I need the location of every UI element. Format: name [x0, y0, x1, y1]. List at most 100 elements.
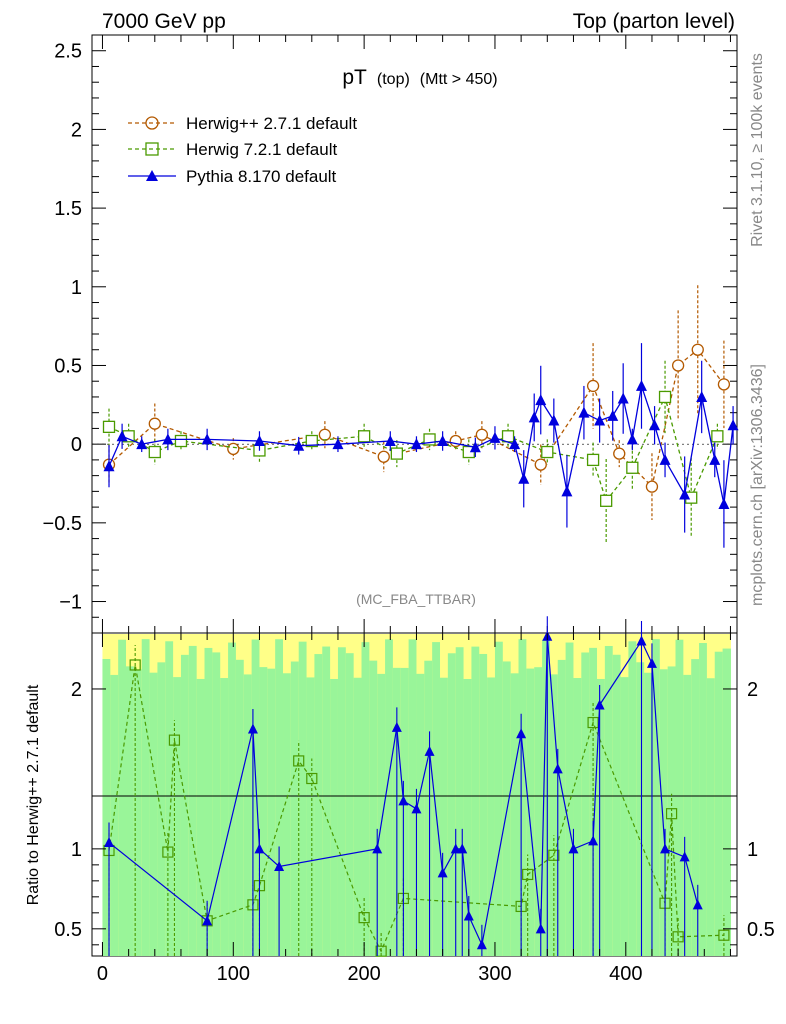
- green-band: [180, 654, 190, 956]
- green-band: [165, 641, 174, 956]
- green-band: [581, 652, 590, 956]
- green-band: [126, 666, 135, 956]
- green-band: [228, 642, 237, 956]
- ratio-point-pythia: [535, 923, 546, 934]
- data-point-pythia: [437, 435, 449, 447]
- x-tick-label: 0: [97, 963, 108, 985]
- data-point-pythia: [162, 433, 174, 445]
- green-band: [604, 645, 614, 956]
- ratio-point-pythia: [476, 939, 487, 950]
- green-band: [322, 646, 331, 956]
- x-tick-label: 100: [217, 963, 250, 985]
- ratio-point-pythia: [594, 699, 605, 710]
- ratio-point-pythia: [588, 835, 599, 846]
- ratio-point-pythia: [636, 635, 647, 646]
- green-band: [714, 651, 724, 956]
- green-band: [220, 678, 229, 956]
- data-point-pythia: [626, 433, 638, 445]
- data-point-herwigpp: [227, 442, 240, 456]
- data-point-pythia: [696, 390, 708, 402]
- green-band: [597, 678, 606, 956]
- ratio-point-pythia: [679, 851, 690, 862]
- ratio-point-herwig7: [718, 929, 730, 941]
- series-line-pythia: [108, 385, 734, 505]
- main-y-tick-label: 1.5: [54, 198, 82, 220]
- green-band: [275, 639, 284, 956]
- green-band: [173, 677, 182, 956]
- green-band: [118, 639, 127, 956]
- green-band: [628, 641, 637, 956]
- x-tick-label: 200: [347, 963, 380, 985]
- data-point-pythia: [709, 453, 721, 465]
- data-point-herwig7: [711, 430, 724, 443]
- ratio-panel: 0.5 0.5 1 1 2 2 0 100 200 300 400 Ratio to Herwig…: [25, 616, 775, 985]
- data-point-pythia: [136, 438, 148, 450]
- data-point-pythia: [635, 379, 647, 391]
- ratio-point-herwig7: [548, 849, 560, 861]
- green-band: [377, 673, 386, 956]
- data-point-pythia: [384, 435, 396, 447]
- plot-title: pT (top) (Mtt > 450): [342, 66, 497, 89]
- green-band: [557, 659, 567, 956]
- data-point-herwigpp: [377, 450, 390, 463]
- legend-label-herwig7: Herwig 7.2.1 default: [186, 140, 337, 159]
- series-herwig7: [102, 360, 724, 543]
- data-point-pythia: [718, 497, 730, 509]
- ratio-point-herwig7: [522, 868, 534, 881]
- data-point-pythia: [561, 485, 573, 497]
- green-band: [369, 660, 378, 956]
- ratio-y-tick-label-right: 2: [747, 679, 758, 701]
- ratio-point-pythia: [457, 843, 468, 854]
- ratio-point-pythia: [552, 763, 563, 774]
- legend-label-herwigpp: Herwig++ 2.7.1 default: [186, 114, 357, 133]
- main-y-tick-label: −1: [59, 592, 82, 614]
- green-band: [345, 653, 355, 956]
- green-band: [518, 639, 527, 956]
- ratio-point-pythia: [516, 728, 527, 739]
- process-label: Top (parton level): [573, 10, 735, 33]
- data-point-herwig7: [102, 420, 116, 433]
- ratio-point-pythia: [398, 795, 409, 806]
- green-band: [667, 666, 677, 956]
- ratio-y-axis: 0.5 0.5 1 1 2 2: [54, 679, 775, 946]
- green-band: [683, 674, 692, 956]
- data-point-herwig7: [174, 434, 188, 448]
- data-point-herwigpp: [475, 428, 489, 441]
- data-point-herwig7: [390, 447, 403, 460]
- data-point-herwigpp: [691, 343, 704, 356]
- data-point-pythia: [594, 414, 606, 426]
- ratio-series-pythia: [104, 616, 703, 956]
- green-band: [330, 678, 339, 956]
- ratio-point-herwig7: [587, 716, 599, 729]
- ratio-point-pythia: [450, 843, 461, 854]
- ratio-point-herwig7: [129, 659, 141, 671]
- data-point-herwigpp: [613, 447, 626, 460]
- ratio-point-herwig7: [672, 931, 684, 943]
- data-point-pythia: [535, 394, 547, 406]
- legend-marker-herwigpp: [145, 116, 159, 130]
- green-band: [534, 667, 543, 956]
- green-band: [235, 659, 245, 956]
- main-series-group: [102, 285, 739, 548]
- data-point-herwig7: [541, 445, 554, 459]
- green-band: [385, 639, 394, 956]
- green-band: [361, 642, 370, 956]
- green-band: [298, 641, 308, 956]
- ratio-y-tick-label: 1: [71, 839, 82, 861]
- data-point-herwigpp: [318, 428, 332, 441]
- data-point-herwig7: [501, 430, 515, 443]
- green-band: [188, 645, 198, 956]
- data-point-pythia: [617, 392, 629, 404]
- title-main: pT: [342, 66, 367, 89]
- ratio-point-herwig7: [358, 912, 370, 924]
- data-point-pythia: [489, 431, 501, 443]
- data-point-pythia: [659, 453, 671, 465]
- ratio-point-pythia: [411, 803, 422, 814]
- main-y-tick-label: 2: [71, 119, 82, 141]
- data-point-pythia: [509, 438, 521, 450]
- green-band: [510, 673, 520, 956]
- data-point-herwig7: [626, 461, 639, 474]
- green-band: [636, 662, 645, 956]
- ratio-point-pythia: [372, 843, 383, 854]
- legend-item-herwig7: Herwig 7.2.1 default: [128, 140, 337, 159]
